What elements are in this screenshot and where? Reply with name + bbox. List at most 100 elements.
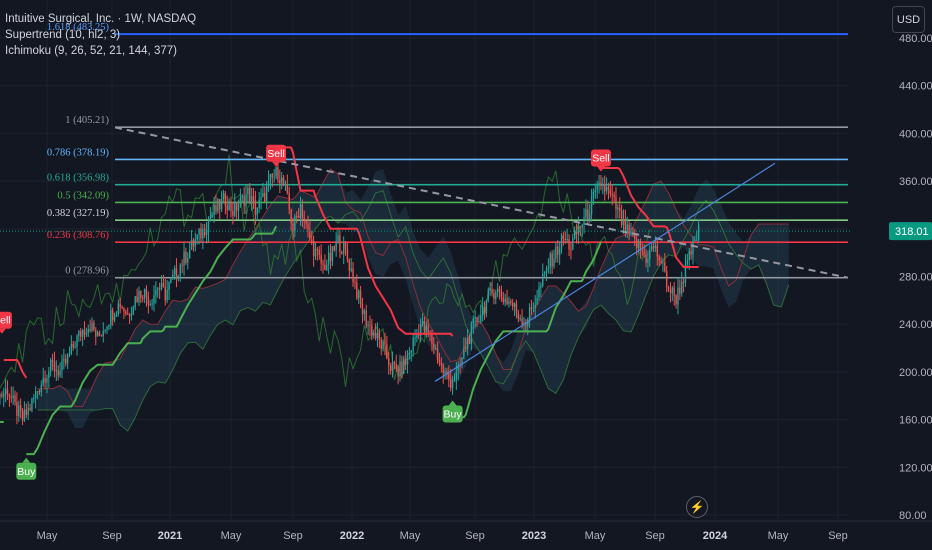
candle-body (436, 348, 439, 361)
price-axis[interactable]: 80.00120.00160.00200.00240.00280.00320.0… (0, 0, 932, 522)
candle-body (451, 381, 454, 388)
candle-body (596, 184, 598, 190)
lagging-span (0, 154, 651, 389)
candle-body (605, 187, 608, 192)
candle-body (254, 200, 257, 215)
candle-body (466, 338, 469, 349)
candle-body (401, 361, 403, 374)
candle-body (613, 194, 615, 198)
candle-body (444, 371, 446, 374)
buy-signal-box (16, 462, 37, 480)
candle-body (130, 314, 133, 316)
candle-body (620, 210, 623, 225)
candle-body (98, 332, 101, 336)
candle-body (63, 358, 65, 361)
candle-body (577, 226, 580, 235)
lightning-bolt-icon[interactable]: ⚡ (686, 496, 708, 518)
candle-body (235, 201, 238, 211)
candle-body (179, 264, 181, 276)
candle-body (200, 228, 202, 239)
fib-label: 0.382 (327.19) (47, 208, 110, 219)
candle-body (359, 290, 362, 305)
candle-body (474, 316, 476, 319)
candle-body (457, 364, 459, 371)
candle-body (461, 357, 463, 365)
candle-body (647, 259, 649, 263)
candle-body (634, 234, 636, 239)
candle-body (481, 306, 484, 316)
candle-body (675, 295, 677, 305)
candle-body (81, 329, 84, 337)
time-tick-label: May (221, 530, 242, 542)
time-tick-label: May (37, 530, 58, 542)
candle-body (149, 304, 151, 306)
candle-body (113, 316, 116, 321)
time-tick-label: May (585, 530, 606, 542)
currency-button[interactable]: USD (892, 6, 925, 33)
fib-label: 1.618 (483.25) (47, 22, 110, 33)
candle-body (249, 187, 251, 204)
candle-body (42, 378, 44, 385)
candle-body (664, 262, 666, 272)
candle-body (476, 316, 478, 322)
time-axis[interactable]: May Sep 2021 May Sep 2022 May Sep 2023 May Sep 2024… (0, 520, 932, 542)
price-tick-label: 80.00 (899, 510, 927, 522)
candle-body (177, 275, 180, 278)
candle-body (480, 315, 482, 322)
ichimoku-legend[interactable]: Ichimoku (9, 26, 52, 21, 144, 377) (5, 45, 177, 57)
candle-body (442, 364, 444, 374)
candle-body (547, 267, 550, 269)
candle-body (583, 217, 585, 226)
sell-signal-box (0, 311, 12, 329)
candle-body (557, 246, 559, 255)
candle-body (158, 288, 161, 290)
candle-body (228, 201, 230, 211)
candle-body (282, 177, 285, 186)
candle-body (202, 228, 204, 239)
buy-signal-arrow (22, 457, 31, 463)
candle-body (168, 282, 170, 291)
candle-body (12, 395, 14, 399)
candle-body (234, 201, 236, 216)
candle-body (346, 248, 349, 260)
supertrend-line (0, 146, 699, 456)
candle-body (237, 205, 240, 211)
candle-body (14, 395, 16, 403)
candle-body (19, 405, 22, 412)
symbol-title[interactable]: Intuitive Surgical, Inc. · 1W, NASDAQ (5, 13, 197, 25)
candle-body (87, 328, 89, 334)
price-tick-label: 240.00 (899, 319, 932, 331)
candle-body (271, 173, 274, 178)
candle-body (85, 333, 88, 335)
candle-body (151, 303, 153, 305)
candle-body (419, 324, 422, 336)
candlesticks (0, 157, 700, 426)
price-tick-label: 440.00 (899, 81, 932, 93)
supertrend-legend[interactable]: Supertrend (10, hl2, 3) (5, 29, 121, 41)
candle-body (421, 321, 424, 325)
candle-body (78, 331, 80, 336)
candle-body (294, 216, 296, 232)
candle-body (665, 271, 668, 287)
fib-label: 1 (405.21) (65, 115, 109, 126)
candle-body (356, 282, 358, 299)
candle-body (213, 205, 215, 216)
candle-body (367, 324, 369, 326)
candle-body (18, 405, 20, 417)
candle-body (331, 246, 334, 262)
candle-body (502, 297, 505, 303)
candle-body (354, 281, 356, 283)
candle-body (628, 224, 630, 235)
candle-body (316, 248, 319, 251)
candle-body (525, 322, 527, 326)
candle-body (489, 288, 491, 291)
candle-body (491, 288, 493, 294)
candle-body (196, 234, 198, 240)
candle-body (70, 343, 73, 354)
candle-body (262, 192, 264, 198)
candle-body (553, 259, 555, 267)
buy-signal-label: Buy (444, 409, 463, 421)
candle-body (96, 332, 99, 337)
